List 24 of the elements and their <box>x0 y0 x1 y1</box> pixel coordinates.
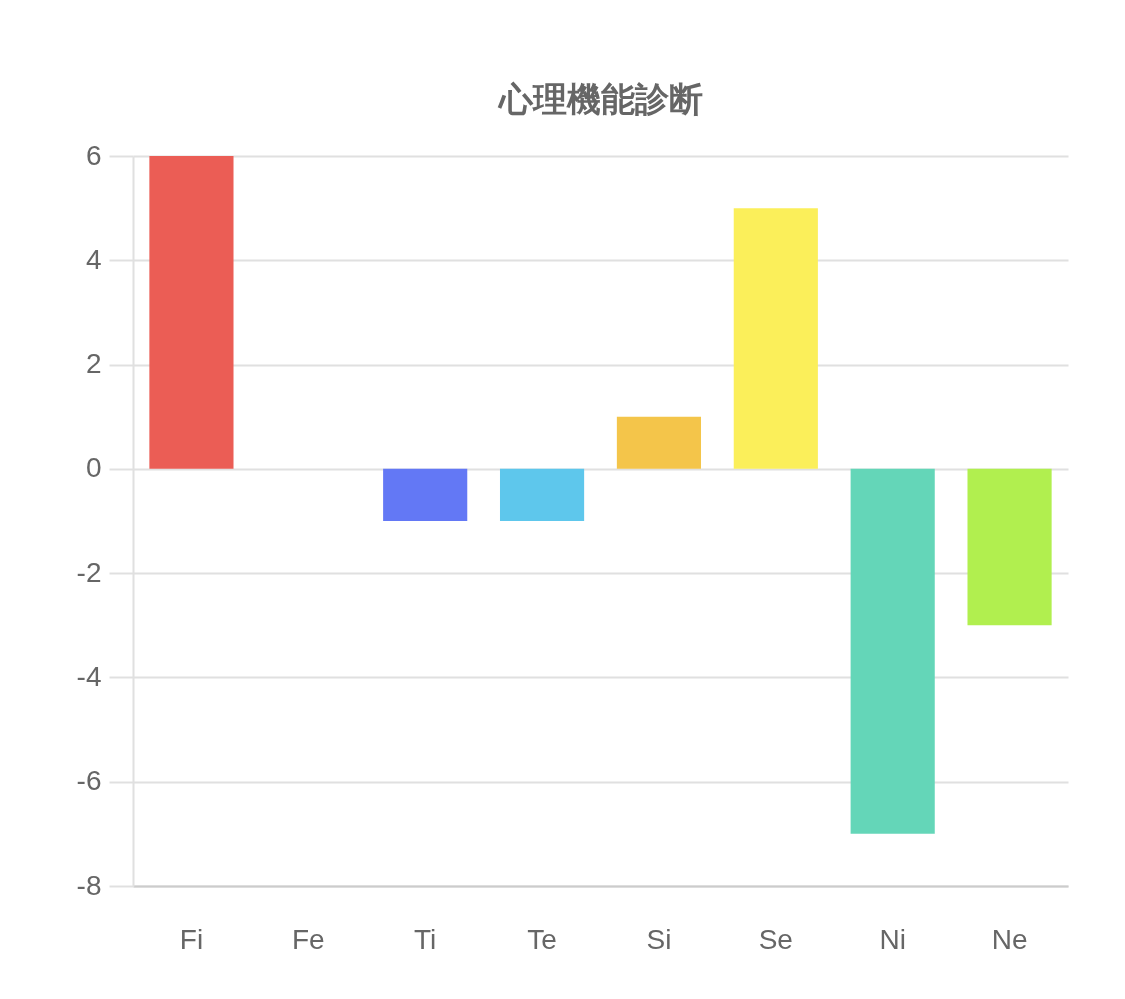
bar <box>149 156 234 469</box>
chart-title: 心理機能診断 <box>496 79 703 119</box>
x-tick-label: Ni <box>879 923 906 955</box>
y-tick-label: -2 <box>76 556 102 588</box>
y-tick-label: 0 <box>85 452 102 484</box>
bar <box>850 468 935 834</box>
x-tick-label: Fe <box>291 923 325 955</box>
bar <box>616 416 702 469</box>
x-tick-label: Se <box>758 923 793 955</box>
y-tick-label: -8 <box>76 869 102 901</box>
y-tick-label: 4 <box>85 243 102 275</box>
y-tick-label: 2 <box>85 348 102 380</box>
y-tick-label: 6 <box>85 139 102 171</box>
y-tick-label: -4 <box>76 660 102 692</box>
x-tick-label: Te <box>527 923 557 955</box>
x-tick-label: Si <box>646 923 672 955</box>
x-tick-label: Fi <box>179 923 204 955</box>
bar <box>967 468 1052 626</box>
x-tick-label: Ti <box>414 923 437 955</box>
y-tick-label: -6 <box>76 765 102 797</box>
x-tick-label: Ne <box>991 923 1028 955</box>
bar <box>499 468 585 521</box>
bar <box>383 468 468 521</box>
bar <box>733 208 818 469</box>
